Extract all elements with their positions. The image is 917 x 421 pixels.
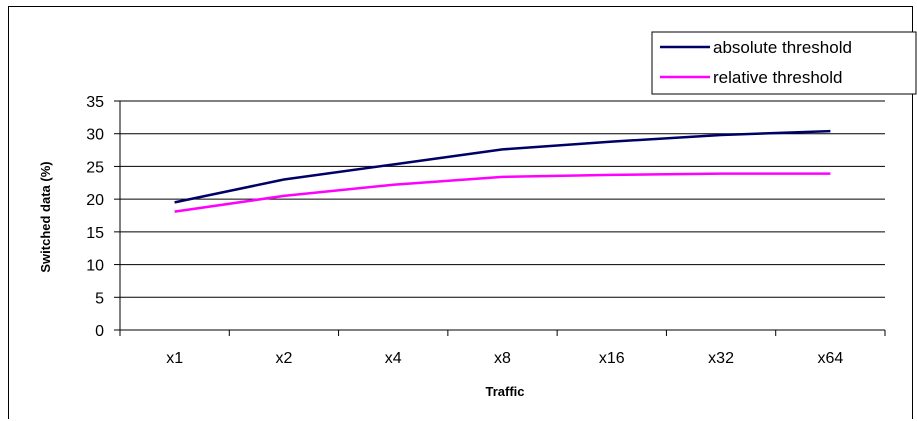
y-tick-label: 20 [86, 192, 104, 209]
gridlines [120, 100, 885, 298]
y-tick-label: 30 [86, 127, 104, 144]
legend: absolute threshold relative threshold [651, 31, 917, 95]
series-line-absolute-threshold [174, 129, 831, 204]
x-tick-label: x1 [166, 350, 183, 367]
y-tick-labels: 0 5 10 15 20 25 30 35 [86, 94, 104, 340]
x-axis-title: Traffic [485, 384, 524, 399]
axes [114, 100, 886, 336]
y-tick-label: 0 [95, 323, 104, 340]
x-tick-label: x16 [599, 350, 625, 367]
x-tick-labels: x1 x2 x4 x8 x16 x32 x64 [166, 350, 843, 367]
legend-box [651, 31, 917, 95]
series-line-relative-threshold [174, 172, 831, 213]
x-tick-label: x8 [494, 350, 511, 367]
y-tick-label: 35 [86, 94, 104, 111]
y-tick-label: 5 [95, 290, 104, 307]
x-tick-label: x4 [385, 350, 402, 367]
x-tick-label: x64 [817, 350, 843, 367]
y-tick-label: 15 [86, 225, 104, 242]
legend-label-absolute-threshold: absolute threshold [713, 38, 852, 57]
series-lines [174, 129, 831, 213]
legend-label-relative-threshold: relative threshold [713, 68, 842, 87]
x-tick-label: x32 [708, 350, 734, 367]
y-tick-label: 10 [86, 258, 104, 275]
y-axis-title: Switched data (%) [38, 161, 53, 272]
y-tick-label: 25 [86, 159, 104, 176]
x-tick-label: x2 [275, 350, 292, 367]
